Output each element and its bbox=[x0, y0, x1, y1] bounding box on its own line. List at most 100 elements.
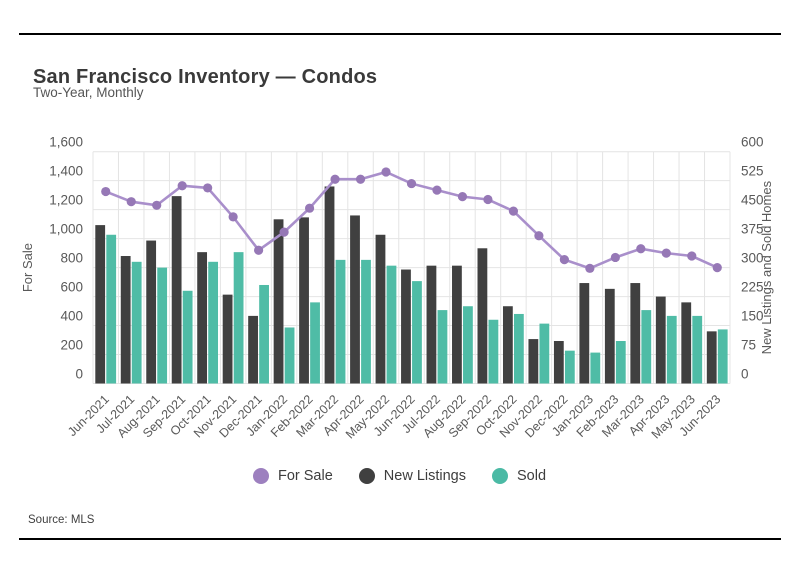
legend-item-new-listings: New Listings bbox=[358, 468, 466, 484]
point-for-sale bbox=[101, 186, 111, 197]
bar-sold bbox=[590, 352, 601, 384]
bar-sold bbox=[310, 302, 320, 384]
bar-new-listings bbox=[706, 331, 717, 384]
point-for-sale bbox=[355, 174, 366, 184]
point-for-sale bbox=[228, 212, 238, 222]
card-top-border bbox=[19, 33, 781, 35]
bar-new-listings bbox=[401, 269, 411, 384]
right-axis-tick: 375 bbox=[741, 222, 764, 237]
left-axis-tick: 0 bbox=[75, 367, 83, 382]
bar-new-listings bbox=[528, 339, 539, 384]
legend-label: New Listings bbox=[383, 468, 466, 484]
sold-swatch-icon bbox=[491, 468, 508, 484]
bar-sold bbox=[386, 265, 397, 384]
bar-new-listings bbox=[426, 265, 437, 384]
bar-new-listings bbox=[146, 240, 157, 384]
bar-sold bbox=[182, 290, 193, 384]
bar-new-listings bbox=[604, 288, 615, 384]
right-axis-tick: 225 bbox=[741, 280, 764, 295]
legend-label: Sold bbox=[516, 468, 547, 484]
bar-sold bbox=[412, 281, 422, 384]
bar-new-listings bbox=[95, 225, 106, 384]
bar-sold bbox=[259, 284, 269, 384]
point-for-sale bbox=[687, 251, 697, 261]
point-for-sale bbox=[636, 244, 646, 254]
bar-new-listings bbox=[452, 265, 462, 384]
point-for-sale bbox=[534, 231, 544, 241]
bar-sold bbox=[488, 319, 499, 384]
chart-legend: For Sale New Listings Sold bbox=[0, 468, 799, 484]
left-axis-tick: 800 bbox=[60, 251, 83, 266]
point-for-sale bbox=[432, 185, 442, 195]
bar-sold bbox=[513, 313, 524, 384]
left-axis-tick: 600 bbox=[60, 280, 83, 295]
point-for-sale bbox=[483, 194, 493, 205]
bar-sold bbox=[564, 350, 575, 384]
card-bottom-border bbox=[19, 538, 781, 540]
legend-item-for-sale: For Sale bbox=[252, 468, 333, 484]
point-for-sale bbox=[330, 174, 340, 184]
bar-new-listings bbox=[579, 283, 590, 384]
point-for-sale bbox=[661, 248, 671, 258]
bar-sold bbox=[692, 315, 703, 384]
bar-new-listings bbox=[222, 294, 233, 384]
bar-sold bbox=[463, 306, 473, 384]
bar-sold bbox=[615, 341, 626, 384]
bar-new-listings bbox=[350, 215, 360, 384]
bar-sold bbox=[157, 267, 168, 384]
bar-sold bbox=[539, 323, 550, 384]
bar-sold bbox=[233, 252, 244, 384]
bar-new-listings bbox=[248, 315, 258, 384]
left-axis-title: For Sale bbox=[20, 243, 35, 292]
right-axis-tick: 600 bbox=[741, 135, 764, 150]
right-axis-tick: 75 bbox=[741, 338, 756, 353]
bar-new-listings bbox=[477, 248, 488, 384]
inventory-chart: 0 0 200 75 400 150 600 225 800 300 1,000 375 1,200 45… bbox=[20, 135, 774, 442]
new-listings-swatch-icon bbox=[358, 468, 375, 484]
right-axis-tick: 0 bbox=[741, 367, 749, 382]
bar-sold bbox=[666, 315, 677, 384]
bar-sold bbox=[437, 310, 448, 384]
chart-title: San Francisco Inventory — Condos bbox=[33, 66, 378, 89]
point-for-sale bbox=[712, 263, 722, 273]
bar-new-listings bbox=[299, 217, 309, 384]
point-for-sale bbox=[152, 200, 162, 210]
legend-item-sold: Sold bbox=[491, 468, 547, 484]
bar-new-listings bbox=[197, 252, 208, 384]
point-for-sale bbox=[381, 167, 391, 177]
bar-sold bbox=[106, 234, 117, 384]
bar-new-listings bbox=[171, 196, 182, 384]
point-for-sale bbox=[559, 255, 569, 265]
point-for-sale bbox=[203, 183, 213, 193]
right-axis-tick: 450 bbox=[741, 193, 764, 208]
bar-new-listings bbox=[502, 306, 513, 384]
bar-new-listings bbox=[681, 302, 692, 384]
bar-sold bbox=[335, 259, 346, 384]
point-for-sale bbox=[254, 245, 264, 255]
point-for-sale bbox=[508, 206, 519, 216]
point-for-sale bbox=[304, 203, 315, 213]
left-axis-tick: 400 bbox=[60, 309, 83, 324]
point-for-sale bbox=[457, 192, 468, 202]
right-axis-tick: 525 bbox=[741, 164, 764, 179]
point-for-sale bbox=[177, 181, 187, 191]
right-axis-title: New Listings and Sold Homes bbox=[759, 180, 774, 354]
point-for-sale bbox=[610, 252, 620, 263]
for-sale-swatch-icon bbox=[252, 468, 269, 484]
bar-new-listings bbox=[630, 283, 641, 384]
left-axis-tick: 1,400 bbox=[49, 164, 83, 179]
point-for-sale bbox=[406, 178, 417, 189]
right-axis-tick: 300 bbox=[741, 251, 764, 266]
legend-label: For Sale bbox=[277, 468, 333, 484]
bar-new-listings bbox=[273, 219, 284, 384]
right-axis-tick: 150 bbox=[741, 309, 764, 324]
left-axis-tick: 1,000 bbox=[49, 222, 83, 237]
bar-new-listings bbox=[324, 186, 335, 384]
bar-sold bbox=[208, 261, 219, 384]
left-axis-tick: 1,200 bbox=[49, 193, 83, 208]
bar-sold bbox=[717, 329, 728, 384]
point-for-sale bbox=[279, 227, 289, 237]
bar-sold bbox=[284, 327, 295, 384]
bar-new-listings bbox=[120, 256, 131, 384]
bar-sold bbox=[131, 261, 142, 384]
